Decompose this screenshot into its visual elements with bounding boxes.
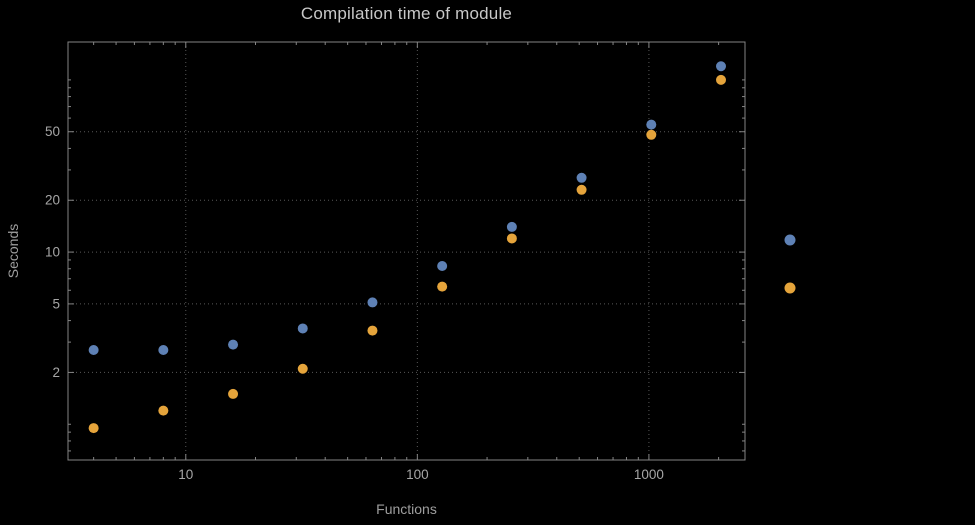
point-series-1-blue <box>576 172 587 183</box>
plot-frame <box>67 41 746 461</box>
y-tick-label-10: 10 <box>45 245 60 260</box>
y-tick-label-2: 2 <box>52 365 60 380</box>
point-series-2-orange <box>367 325 378 336</box>
legend-marker-series-2-orange <box>784 282 796 294</box>
x-tick-label-1000: 1000 <box>634 467 664 482</box>
point-series-2-orange <box>646 129 657 140</box>
point-series-2-orange <box>228 388 239 399</box>
point-series-2-orange <box>576 184 587 195</box>
x-axis-label: Functions <box>376 501 437 517</box>
y-tick-label-5: 5 <box>52 296 60 311</box>
legend-marker-series-1-blue <box>784 234 796 246</box>
point-series-1-blue <box>228 339 239 350</box>
y-tick-label-50: 50 <box>45 124 60 139</box>
point-series-1-blue <box>367 297 378 308</box>
point-series-2-orange <box>437 281 448 292</box>
point-series-2-orange <box>88 423 99 434</box>
point-series-2-orange <box>506 233 517 244</box>
point-series-1-blue <box>716 61 727 72</box>
point-series-1-blue <box>437 261 448 272</box>
point-series-2-orange <box>158 405 169 416</box>
point-series-2-orange <box>297 363 308 374</box>
y-tick-label-20: 20 <box>45 193 60 208</box>
point-series-1-blue <box>297 323 308 334</box>
x-tick-label-100: 100 <box>406 467 429 482</box>
point-series-1-blue <box>506 221 517 232</box>
point-series-2-orange <box>716 74 727 85</box>
point-series-1-blue <box>646 119 657 130</box>
point-series-1-blue <box>158 344 169 355</box>
y-axis-label: Seconds <box>5 223 22 279</box>
y-axis-label-container: Seconds <box>2 42 24 460</box>
point-series-1-blue <box>88 344 99 355</box>
x-tick-label-10: 10 <box>178 467 193 482</box>
chart-title: Compilation time of module <box>300 4 513 23</box>
